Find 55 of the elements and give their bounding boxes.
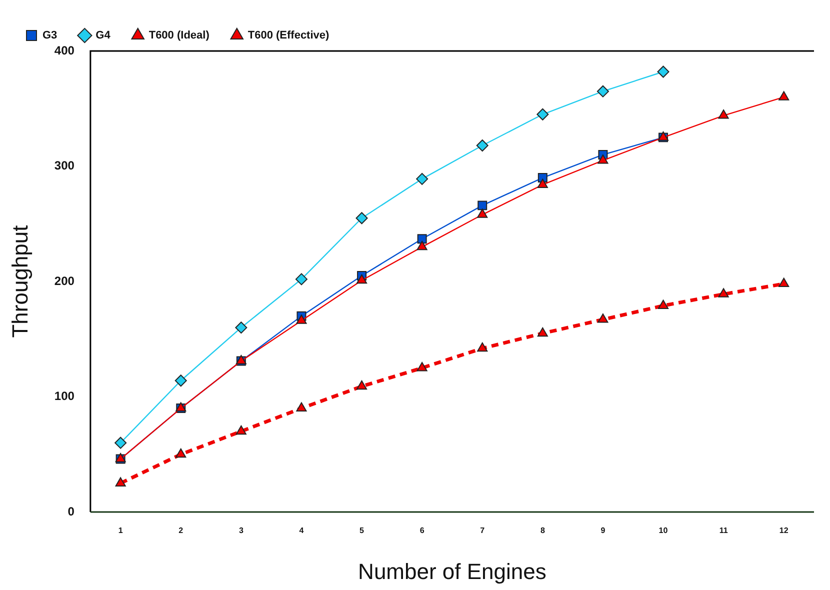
point bbox=[718, 110, 729, 119]
y-tick-label: 0 bbox=[68, 504, 75, 518]
x-tick-label: 9 bbox=[600, 526, 606, 536]
point bbox=[658, 300, 669, 309]
x-tick-label: 2 bbox=[178, 526, 184, 536]
x-tick-label: 12 bbox=[779, 526, 789, 536]
point bbox=[417, 234, 427, 244]
x-tick-label: 6 bbox=[420, 526, 425, 536]
point bbox=[235, 322, 248, 334]
point bbox=[596, 85, 609, 98]
point bbox=[537, 327, 548, 337]
x-tick-label: 8 bbox=[540, 526, 546, 536]
y-axis-title: Throughput bbox=[7, 225, 32, 338]
point bbox=[176, 448, 186, 458]
x-tick-label: 7 bbox=[480, 526, 486, 536]
point bbox=[657, 66, 670, 78]
legend-label: G3 bbox=[42, 30, 58, 42]
point bbox=[478, 200, 488, 210]
y-tick-label: 200 bbox=[54, 274, 75, 288]
x-tick-label: 10 bbox=[658, 526, 668, 536]
point bbox=[114, 436, 127, 449]
legend-label: T600 (Effective) bbox=[248, 30, 330, 42]
x-tick-label: 3 bbox=[238, 526, 244, 536]
point bbox=[356, 212, 368, 224]
legend-label: T600 (Ideal) bbox=[148, 30, 210, 42]
y-tick-label: 400 bbox=[54, 43, 75, 58]
x-tick-label: 11 bbox=[719, 526, 728, 536]
point bbox=[598, 314, 608, 323]
point bbox=[477, 208, 488, 218]
y-tick-label: 300 bbox=[54, 158, 75, 173]
x-tick-label: 4 bbox=[299, 526, 304, 536]
point bbox=[295, 273, 308, 286]
point bbox=[115, 477, 126, 486]
point bbox=[356, 274, 368, 284]
point bbox=[477, 342, 488, 352]
point bbox=[416, 172, 428, 185]
point bbox=[416, 240, 428, 250]
x-tick-label: 1 bbox=[118, 526, 124, 536]
point bbox=[296, 402, 307, 412]
point bbox=[778, 91, 790, 100]
point bbox=[356, 380, 368, 390]
point bbox=[718, 288, 729, 298]
point bbox=[174, 374, 187, 387]
point bbox=[778, 278, 790, 288]
point bbox=[598, 154, 608, 164]
point bbox=[476, 140, 488, 152]
point bbox=[416, 362, 428, 372]
point bbox=[296, 314, 307, 324]
point bbox=[537, 178, 548, 188]
legend-label: G4 bbox=[96, 30, 112, 42]
y-tick-label: 100 bbox=[54, 389, 75, 404]
x-tick-label: 5 bbox=[360, 526, 365, 536]
point bbox=[236, 425, 246, 435]
point bbox=[536, 108, 549, 120]
x-axis-title: Number of Engines bbox=[358, 558, 546, 584]
